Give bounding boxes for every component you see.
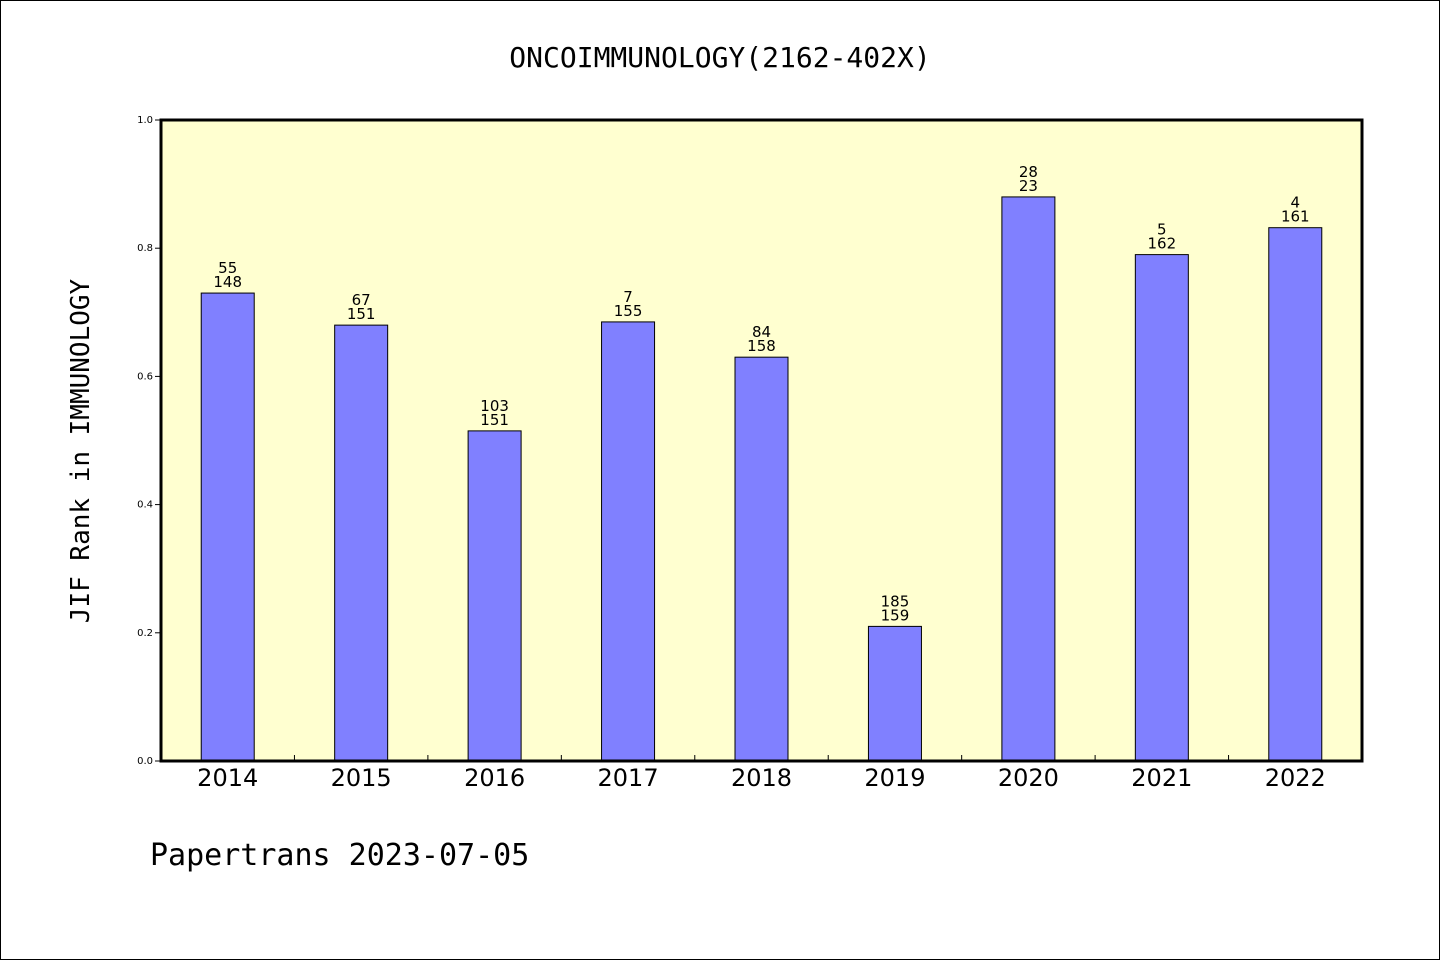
bar-2022 xyxy=(1268,227,1323,762)
y-tick-label: 0.8 xyxy=(137,243,153,254)
plot-border xyxy=(159,118,1364,763)
data-label-bottom: 161 xyxy=(1281,208,1310,226)
bar-2020 xyxy=(1001,196,1056,762)
x-tick-label: 2017 xyxy=(598,764,659,792)
footer-credit: Papertrans 2023-07-05 xyxy=(150,838,529,873)
data-label-top: 84 xyxy=(752,323,771,341)
data-label-top: 5 xyxy=(1157,221,1167,239)
x-tick-label: 2016 xyxy=(464,764,525,792)
bar-2018 xyxy=(734,356,789,762)
data-label-top: 67 xyxy=(352,291,371,309)
y-tick-label: 0.6 xyxy=(137,371,153,382)
bar-2017 xyxy=(601,321,656,762)
data-label-top: 4 xyxy=(1291,194,1301,212)
data-label-bottom: 151 xyxy=(347,305,376,323)
axis-ticks: 0.0 0.2 0.4 0.6 0.8 1.0 2014 2015 2016 2017 2018 20… xyxy=(137,115,1326,792)
bar-2015 xyxy=(334,324,389,762)
bar-2021 xyxy=(1134,254,1189,762)
x-tick-label: 2022 xyxy=(1265,764,1326,792)
data-label-bottom: 159 xyxy=(881,606,910,624)
x-tick-label: 2014 xyxy=(197,764,258,792)
x-tick-label: 2015 xyxy=(331,764,392,792)
y-tick-label: 0.4 xyxy=(137,500,153,511)
data-label-bottom: 151 xyxy=(480,411,509,429)
data-label-bottom: 158 xyxy=(747,337,776,355)
data-labels: 5514867151103151715584158185159282351624… xyxy=(213,163,1309,624)
data-label-top: 185 xyxy=(881,592,910,610)
data-label-top: 7 xyxy=(623,288,633,306)
data-label-top: 103 xyxy=(480,397,509,415)
x-tick-label: 2020 xyxy=(998,764,1059,792)
x-tick-label: 2021 xyxy=(1131,764,1192,792)
data-label-bottom: 148 xyxy=(213,273,242,291)
data-label-bottom: 155 xyxy=(614,302,643,320)
y-tick-label: 0.0 xyxy=(137,756,153,767)
bar-2016 xyxy=(467,430,522,762)
data-label-bottom: 162 xyxy=(1148,235,1177,253)
y-axis-label: JIF Rank in IMMUNOLOGY xyxy=(66,278,96,623)
x-tick-label: 2018 xyxy=(731,764,792,792)
x-tick-label: 2019 xyxy=(864,764,925,792)
data-label-bottom: 23 xyxy=(1019,177,1038,195)
chart-title: ONCOIMMUNOLOGY(2162-402X) xyxy=(509,41,930,74)
y-tick-label: 0.2 xyxy=(137,628,153,639)
bar-2019 xyxy=(867,625,922,762)
bar-2014 xyxy=(200,292,255,762)
data-label-top: 55 xyxy=(218,259,237,277)
bars xyxy=(200,196,1323,762)
y-tick-label: 1.0 xyxy=(137,115,153,126)
data-label-top: 28 xyxy=(1019,163,1038,181)
